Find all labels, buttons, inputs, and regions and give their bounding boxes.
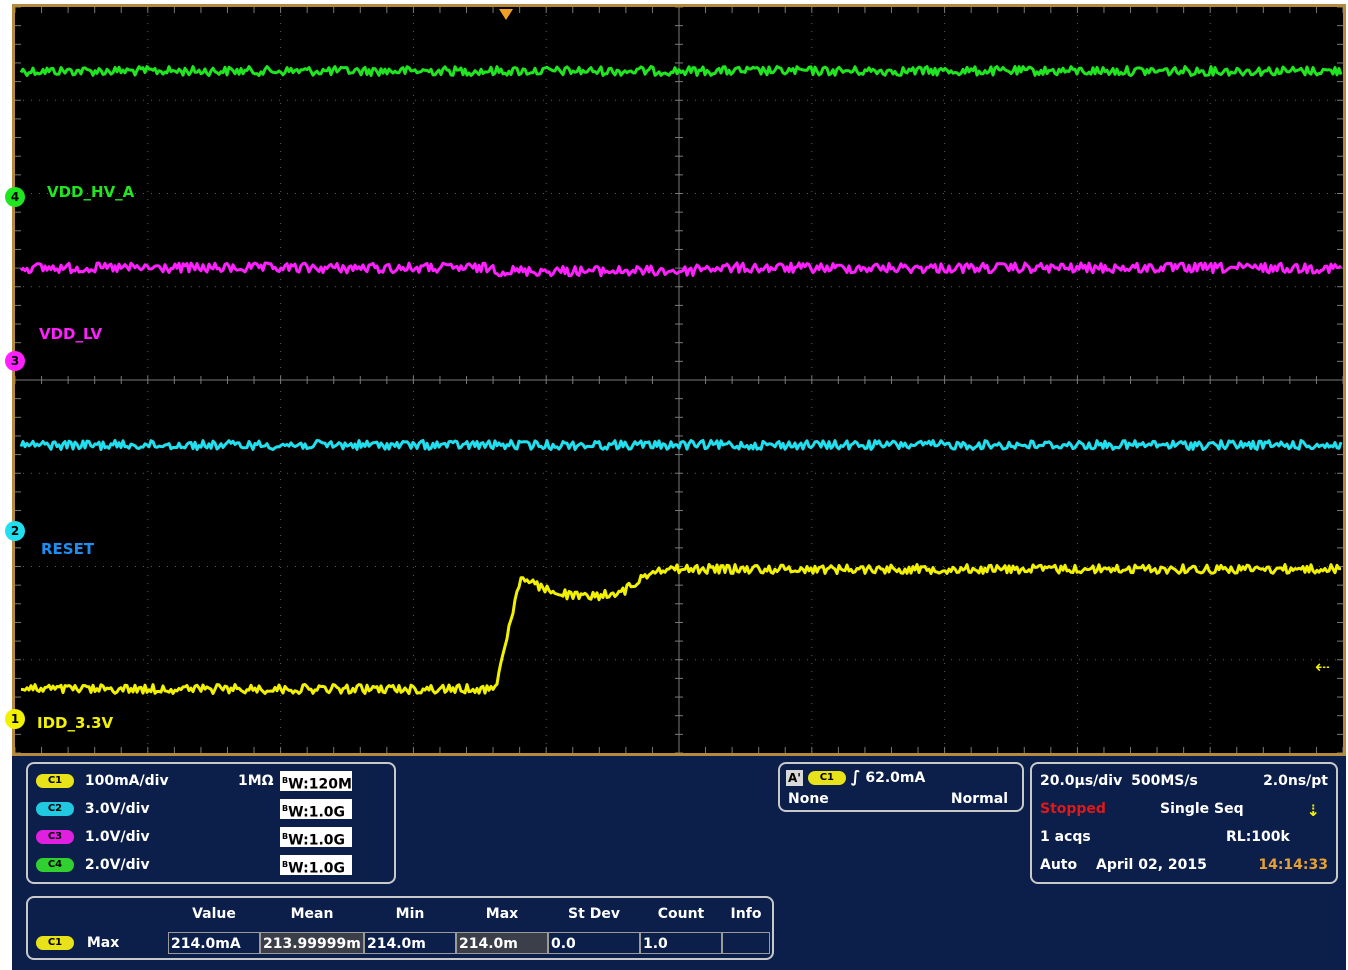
channel-row-c1[interactable]: C1 100mA/div 1MΩ BW:120M bbox=[36, 770, 386, 793]
trigger-coupling: None bbox=[788, 791, 829, 807]
record-length: RL:100k bbox=[1226, 829, 1290, 845]
ch2-marker[interactable]: 2 bbox=[5, 521, 25, 541]
ch3-trace bbox=[19, 261, 1342, 278]
trigger-level-arrow-icon[interactable]: ⇠ bbox=[1315, 657, 1331, 678]
waveform-screen: 4 VDD_HV_A 3 VDD_LV 2 RESET 1 IDD_3.3V ⇠ bbox=[5, 4, 1346, 756]
auto-mode: Auto bbox=[1040, 857, 1078, 873]
ch2-pill: C2 bbox=[36, 802, 74, 816]
header-info: Info bbox=[730, 906, 762, 922]
rising-edge-icon: ∫ bbox=[850, 767, 861, 786]
ch3-pill: C3 bbox=[36, 830, 74, 844]
channel-row-c3[interactable]: C3 1.0V/div BW:1.0G bbox=[36, 826, 386, 849]
measurement-info bbox=[722, 932, 770, 954]
ch1-scale: 100mA/div bbox=[84, 773, 169, 789]
measurement-max: 214.0m bbox=[456, 932, 548, 954]
measurement-row[interactable]: C1 Max bbox=[36, 932, 776, 954]
trigger-position-icon[interactable] bbox=[499, 9, 513, 20]
measurement-channel-pill: C1 bbox=[36, 936, 74, 950]
header-min: Min bbox=[395, 906, 425, 922]
ch4-trace bbox=[19, 65, 1343, 77]
header-max: Max bbox=[485, 906, 519, 922]
ch1-label: IDD_3.3V bbox=[37, 714, 114, 732]
ch2-trace bbox=[19, 439, 1343, 451]
channel-row-c4[interactable]: C4 2.0V/div BW:1.0G bbox=[36, 854, 386, 877]
trigger-badge: A' bbox=[786, 770, 803, 786]
time: 14:14:33 bbox=[1258, 857, 1328, 873]
header-value: Value bbox=[192, 906, 236, 922]
sample-rate: 500MS/s bbox=[1131, 773, 1198, 789]
ch4-marker[interactable]: 4 bbox=[5, 187, 25, 207]
channel-settings-panel: C1 100mA/div 1MΩ BW:120M C2 3.0V/div BW:… bbox=[26, 762, 396, 884]
measurements-panel: Value Mean Min Max St Dev Count Info C1 … bbox=[26, 896, 774, 960]
measurement-stdev: 0.0 bbox=[548, 932, 640, 954]
date: April 02, 2015 bbox=[1096, 857, 1207, 873]
acquisition-count: 1 acqs bbox=[1040, 829, 1091, 845]
header-mean: Mean bbox=[290, 906, 334, 922]
ch3-bandwidth: BW:1.0G bbox=[280, 827, 352, 849]
measurement-count: 1.0 bbox=[640, 932, 722, 954]
header-count: Count bbox=[657, 906, 705, 922]
ch2-scale: 3.0V/div bbox=[84, 801, 150, 817]
trigger-mode: Normal bbox=[950, 791, 1008, 807]
timebase: 20.0µs/div bbox=[1040, 773, 1123, 789]
resolution: 2.0ns/pt bbox=[1263, 773, 1328, 789]
ch4-pill: C4 bbox=[36, 858, 74, 872]
ch2-label: RESET bbox=[41, 540, 95, 558]
waveform-graticule bbox=[15, 7, 1343, 753]
ch1-bandwidth: BW:120M bbox=[280, 771, 352, 793]
ch4-bandwidth: BW:1.0G bbox=[280, 855, 352, 877]
ch3-marker[interactable]: 3 bbox=[5, 351, 25, 371]
ch1-trace bbox=[20, 563, 1342, 695]
ch1-marker[interactable]: 1 bbox=[5, 709, 25, 729]
measurement-mean: 213.99999m bbox=[260, 932, 364, 954]
ch2-bandwidth: BW:1.0G bbox=[280, 799, 352, 821]
acquisition-mode: Single Seq bbox=[1160, 801, 1244, 817]
trigger-level: 62.0mA bbox=[865, 770, 926, 786]
trigger-panel[interactable]: A' C1 ∫ 62.0mA None Normal bbox=[778, 762, 1024, 812]
channel-row-c2[interactable]: C2 3.0V/div BW:1.0G bbox=[36, 798, 386, 821]
measurement-value: 214.0mA bbox=[168, 932, 260, 954]
acquisition-panel[interactable]: 20.0µs/div 500MS/s 2.0ns/pt Stopped Sing… bbox=[1030, 762, 1338, 884]
ch4-scale: 2.0V/div bbox=[84, 857, 150, 873]
header-stdev: St Dev bbox=[568, 906, 620, 922]
ch1-coupling: 1MΩ bbox=[238, 773, 274, 789]
ch3-scale: 1.0V/div bbox=[84, 829, 150, 845]
single-seq-icon: ⇣ bbox=[1306, 801, 1320, 820]
trigger-source-pill: C1 bbox=[807, 771, 846, 785]
measurement-min: 214.0m bbox=[364, 932, 456, 954]
ch3-label: VDD_LV bbox=[39, 325, 103, 343]
measurement-name: Max bbox=[86, 935, 120, 951]
status-bar: C1 100mA/div 1MΩ BW:120M C2 3.0V/div BW:… bbox=[12, 756, 1346, 970]
run-state: Stopped bbox=[1040, 801, 1106, 817]
ch1-pill: C1 bbox=[36, 774, 74, 788]
ch4-label: VDD_HV_A bbox=[47, 183, 135, 201]
